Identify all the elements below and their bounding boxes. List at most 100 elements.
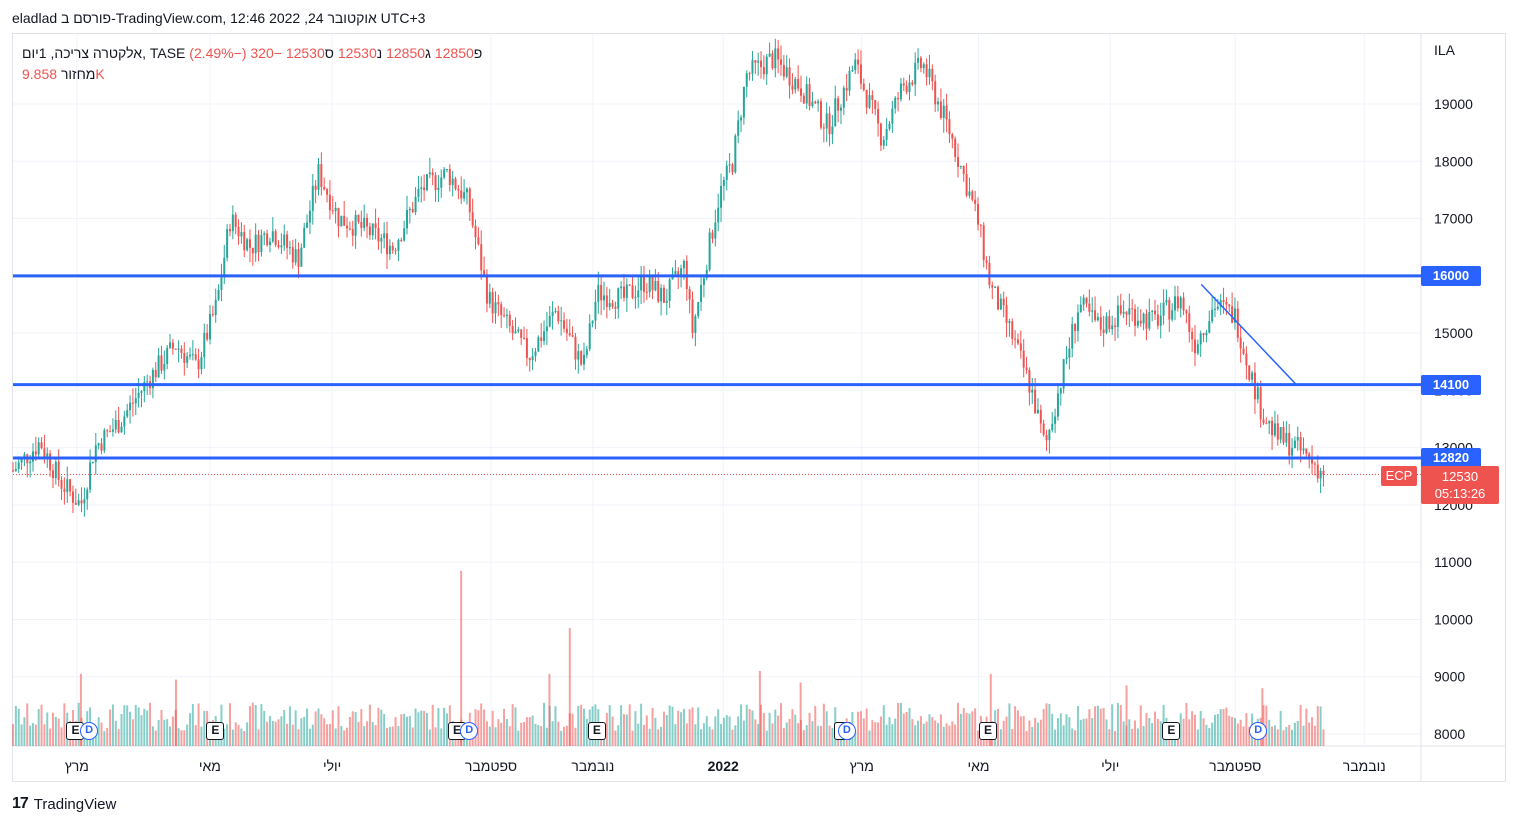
- candle-body: [1233, 308, 1236, 323]
- candle-body: [694, 316, 697, 333]
- candle-body: [1096, 317, 1099, 321]
- volume-bar: [226, 724, 229, 746]
- volume-bar: [1134, 720, 1137, 746]
- volume-bar: [374, 725, 377, 746]
- volume-bar: [854, 730, 857, 746]
- volume-bar: [937, 723, 940, 746]
- candle-body: [1208, 321, 1211, 333]
- volume-bar: [12, 724, 14, 746]
- candle-body: [588, 323, 591, 350]
- volume-bar: [337, 706, 340, 746]
- volume-bar: [246, 722, 249, 746]
- volume-bar: [720, 724, 723, 746]
- volume-bar: [959, 713, 962, 746]
- candle-body: [999, 298, 1002, 310]
- volume-bar: [491, 710, 494, 746]
- candle-body: [471, 212, 474, 226]
- candle-body: [705, 269, 708, 279]
- candle-body: [583, 354, 586, 365]
- candle-body: [1242, 348, 1245, 354]
- candle-body: [611, 303, 614, 307]
- level-tag-12820[interactable]: 12820: [1421, 447, 1481, 468]
- candle-body: [1062, 359, 1065, 389]
- candle-body: [1182, 297, 1185, 311]
- dividend-event-icon[interactable]: D: [460, 722, 479, 740]
- volume-bar: [740, 704, 743, 746]
- candle-body: [682, 260, 685, 269]
- volume-bar: [557, 721, 560, 746]
- candle-body: [565, 328, 568, 334]
- candle-body: [862, 83, 865, 91]
- volume-bar: [428, 729, 431, 746]
- x-tick-label: יולי: [323, 758, 341, 774]
- volume-bar: [737, 716, 740, 746]
- earnings-event-icon[interactable]: E: [1162, 722, 1181, 740]
- brand-footer[interactable]: 17 TradingView: [12, 795, 116, 813]
- volume-bar: [665, 715, 668, 746]
- candle-body: [497, 302, 500, 305]
- candle-body: [106, 430, 109, 432]
- chart-frame[interactable]: [12, 33, 1506, 782]
- candle-body: [645, 291, 648, 293]
- candle-body: [417, 188, 420, 197]
- high-value: 12850: [386, 45, 426, 61]
- level-tag-16000[interactable]: 16000: [1421, 265, 1481, 286]
- volume-bar: [411, 727, 414, 746]
- volume-label: מחזור: [60, 66, 96, 82]
- earnings-event-icon[interactable]: E: [206, 722, 225, 740]
- volume-bar: [662, 711, 665, 746]
- candle-body: [203, 332, 206, 358]
- volume-bar: [223, 728, 226, 746]
- candle-body: [842, 87, 845, 108]
- candle-body: [780, 59, 783, 65]
- volume-bar: [477, 710, 480, 746]
- candle-body: [483, 270, 486, 275]
- candle-body: [394, 250, 397, 252]
- earnings-event-icon[interactable]: E: [979, 722, 998, 740]
- candle-body: [514, 331, 517, 334]
- volume-bar: [722, 717, 725, 746]
- candle-body: [774, 48, 777, 69]
- volume-bar: [1296, 721, 1299, 746]
- volume-bar: [1068, 717, 1071, 746]
- volume-bar: [397, 726, 400, 746]
- candle-body: [228, 229, 231, 232]
- volume-bar: [49, 728, 52, 746]
- candle-body: [914, 62, 917, 85]
- candle-body: [580, 351, 583, 365]
- candle-body: [1213, 308, 1216, 310]
- ohlc-legend: אלקטרה צריכה, 1יום, TASE פ12850 ג12850 נ…: [22, 45, 482, 61]
- candle-body: [540, 337, 543, 341]
- volume-bar: [585, 718, 588, 746]
- volume-bar: [383, 714, 386, 746]
- volume-bar: [1148, 718, 1151, 746]
- volume-bar: [200, 726, 203, 746]
- earnings-event-icon[interactable]: E: [587, 722, 606, 740]
- candle-body: [991, 285, 994, 288]
- candle-body: [1282, 427, 1285, 443]
- volume-bar: [614, 730, 617, 746]
- volume-bar: [140, 715, 143, 746]
- dividend-event-icon[interactable]: D: [1249, 722, 1268, 740]
- volume-bar: [794, 714, 797, 746]
- candle-body: [1039, 409, 1042, 424]
- volume-bar: [974, 708, 977, 746]
- dividend-event-icon[interactable]: D: [837, 722, 856, 740]
- candle-body: [511, 325, 514, 334]
- level-tag-14100[interactable]: 14100: [1421, 374, 1481, 395]
- volume-bar: [879, 716, 882, 746]
- dividend-event-icon[interactable]: D: [80, 722, 99, 740]
- candle-body: [1108, 316, 1111, 330]
- volume-bar: [780, 703, 783, 746]
- candle-body: [905, 85, 908, 93]
- volume-bar: [268, 715, 271, 746]
- volume-bar: [243, 731, 246, 746]
- candle-body: [1054, 416, 1057, 424]
- volume-bar: [340, 725, 343, 746]
- volume-bar: [291, 724, 294, 746]
- candle-body: [1268, 420, 1271, 424]
- volume-bar: [1042, 708, 1045, 746]
- y-tick-label: 10000: [1434, 611, 1473, 627]
- candle-body: [531, 356, 534, 361]
